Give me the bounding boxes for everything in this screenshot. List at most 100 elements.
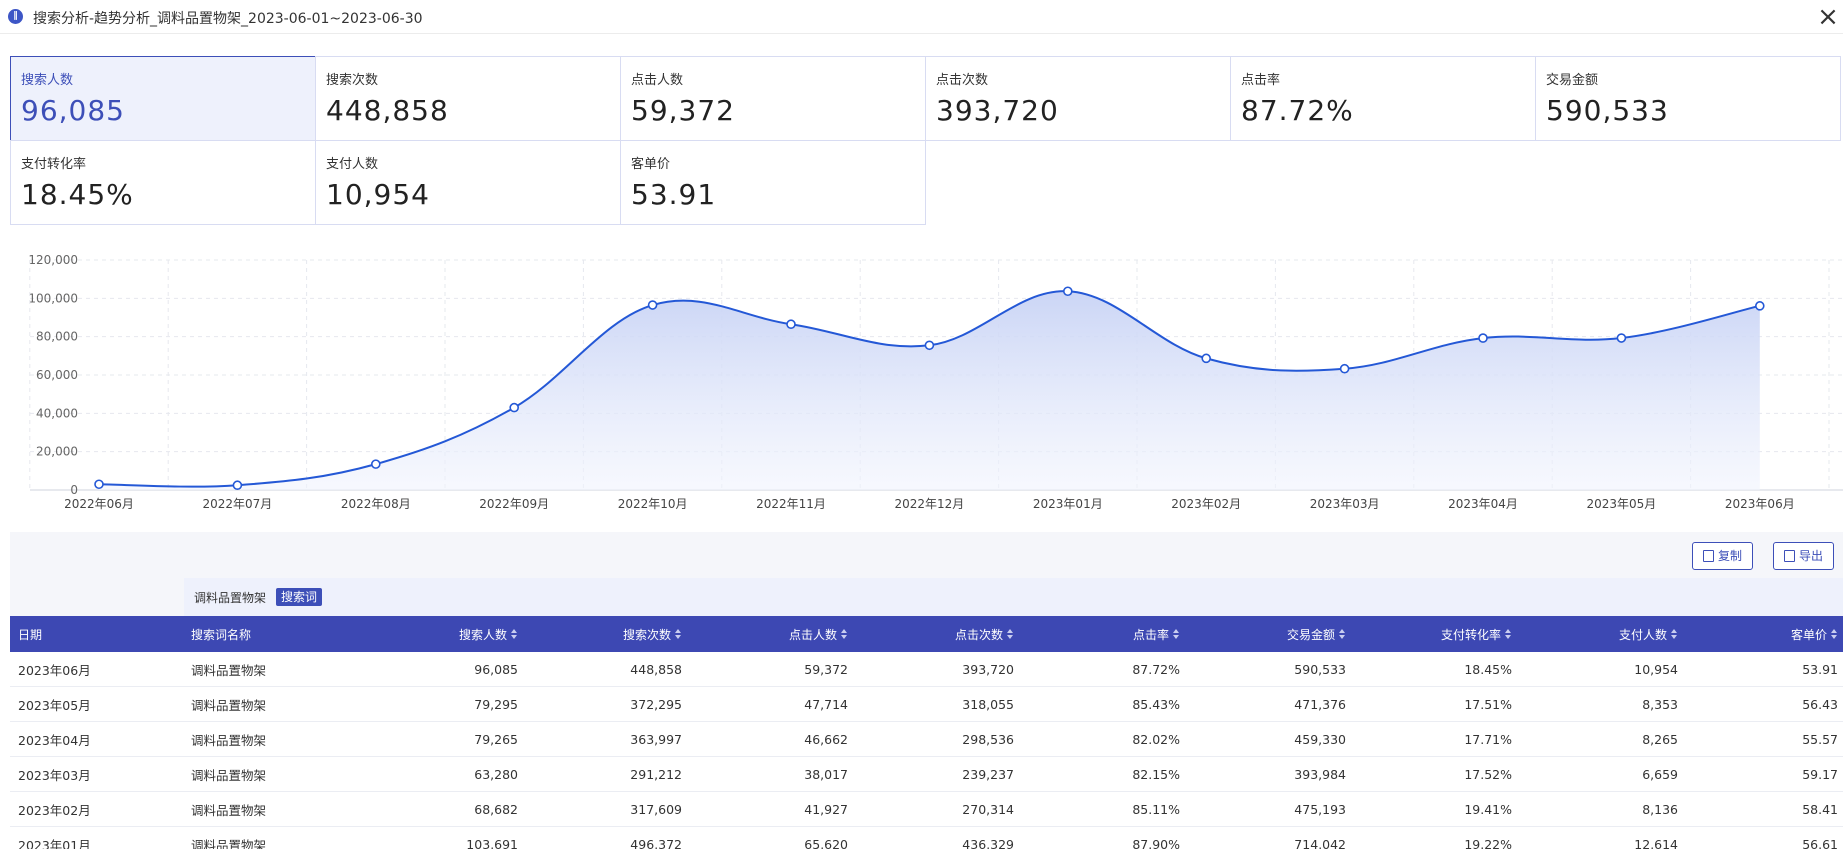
metric-card-search-users[interactable]: 搜索人数 96,085 — [10, 56, 316, 141]
table-cell: 调料品置物架 — [191, 662, 267, 678]
table-cell: 调料品置物架 — [191, 837, 267, 849]
x-tick-label: 2022年10月 — [618, 497, 688, 511]
metric-card-pay-users[interactable]: 支付人数 10,954 — [315, 140, 621, 225]
data-point[interactable] — [370, 459, 381, 469]
data-point[interactable] — [1063, 286, 1073, 297]
table-cell: 82.02% — [1132, 731, 1180, 747]
metric-value: 59,372 — [631, 94, 735, 127]
table-cell: 496,372 — [630, 836, 682, 849]
data-point[interactable] — [647, 300, 658, 310]
column-header[interactable]: 点击次数 — [848, 616, 1014, 652]
table-cell: 590,533 — [1294, 661, 1346, 677]
column-header[interactable]: 支付人数 — [1512, 616, 1678, 652]
data-point[interactable] — [509, 402, 520, 413]
column-header[interactable]: 搜索次数 — [518, 616, 682, 652]
metric-label: 支付转化率 — [21, 157, 87, 172]
close-icon[interactable]: × — [1817, 2, 1839, 32]
filter-row: 调料品置物架 搜索词 — [10, 578, 1843, 616]
table-cell: 8,136 — [1642, 801, 1678, 817]
metric-card-search-count[interactable]: 搜索次数 448,858 — [315, 56, 621, 141]
table-row: 2023年02月 调料品置物架 68,682 317,609 41,927 270,314… — [10, 792, 1843, 827]
sort-icon[interactable] — [1671, 629, 1678, 639]
x-tick-label: 2023年06月 — [1725, 497, 1795, 511]
table-cell: 298,536 — [962, 731, 1014, 747]
metric-value: 590,533 — [1546, 94, 1669, 127]
data-point[interactable] — [1755, 301, 1765, 311]
table-cell: 38,017 — [804, 766, 848, 782]
table-cell: 96,085 — [474, 661, 518, 677]
table-cell: 17.51% — [1464, 696, 1512, 712]
table-cell: 63,280 — [474, 766, 518, 782]
table-cell: 270,314 — [962, 801, 1014, 817]
table-row: 2023年05月 调料品置物架 79,295 372,295 47,714 318,055… — [10, 687, 1843, 722]
table-cell: 87.72% — [1132, 661, 1180, 677]
table-cell: 59,372 — [804, 661, 848, 677]
column-header[interactable]: 支付转化率 — [1346, 616, 1512, 652]
table-cell: 291,212 — [630, 766, 682, 782]
data-point[interactable] — [924, 340, 935, 351]
metric-card-avg-order-price[interactable]: 客单价 53.91 — [620, 140, 926, 225]
table-cell: 2023年05月 — [18, 697, 91, 713]
metric-card-trade-amount[interactable]: 交易金额 590,533 — [1535, 56, 1841, 141]
column-header[interactable]: 搜索人数 — [350, 616, 518, 652]
table-cell: 471,376 — [1294, 696, 1346, 712]
column-header: 日期 — [18, 616, 168, 652]
table-cell: 68,682 — [474, 801, 518, 817]
table-cell: 2023年06月 — [18, 662, 91, 678]
sort-icon[interactable] — [1173, 629, 1180, 639]
column-header[interactable]: 客单价 — [1678, 616, 1838, 652]
data-point[interactable] — [1478, 333, 1488, 343]
data-point[interactable] — [1616, 333, 1627, 343]
table-cell: 85.11% — [1132, 801, 1180, 817]
sort-icon[interactable] — [1505, 629, 1512, 639]
data-point[interactable] — [1339, 363, 1350, 374]
metric-card-click-users[interactable]: 点击人数 59,372 — [620, 56, 926, 141]
copy-button-label: 复制 — [1718, 549, 1743, 563]
y-tick-label: 120,000 — [28, 253, 78, 267]
data-point[interactable] — [1201, 353, 1211, 364]
copy-button[interactable]: 复制 — [1692, 542, 1754, 570]
x-tick-label: 2023年02月 — [1171, 497, 1241, 511]
column-header[interactable]: 点击人数 — [682, 616, 848, 652]
metric-card-click-count[interactable]: 点击次数 393,720 — [925, 56, 1231, 141]
sort-icon[interactable] — [675, 629, 682, 639]
table-cell: 2023年03月 — [18, 767, 91, 783]
sort-icon[interactable] — [511, 629, 518, 639]
table-cell: 55.57 — [1802, 731, 1838, 747]
x-tick-label: 2022年09月 — [479, 497, 549, 511]
metric-cards: 搜索人数 96,085 搜索次数 448,858 点击人数 59,372 点击次… — [10, 56, 1843, 226]
data-point[interactable] — [232, 480, 243, 491]
sort-icon[interactable] — [1831, 629, 1838, 639]
table-toolbar: 复制 导出 — [10, 532, 1843, 578]
data-point[interactable] — [786, 319, 796, 330]
column-header[interactable]: 交易金额 — [1180, 616, 1346, 652]
x-tick-label: 2022年12月 — [894, 497, 964, 511]
table-cell: 19.22% — [1464, 836, 1512, 849]
sort-icon[interactable] — [841, 629, 848, 639]
table-header: 日期 搜索词名称 搜索人数 搜索次数 点击人数 点击次数 点击率 交易金额 支付转化率 支付人数 客… — [10, 616, 1843, 652]
column-header-label: 点击人数 — [788, 627, 837, 642]
data-point[interactable] — [94, 479, 104, 490]
metric-value: 448,858 — [326, 94, 449, 127]
table-cell: 调料品置物架 — [191, 767, 267, 783]
metric-value: 53.91 — [631, 178, 717, 211]
x-tick-label: 2023年01月 — [1033, 497, 1103, 511]
window-title: 搜索分析-趋势分析_调料品置物架_2023-06-01~2023-06-30 — [33, 11, 423, 27]
table-cell: 475,193 — [1294, 801, 1346, 817]
column-header: 搜索词名称 — [191, 616, 341, 652]
filter-keyword: 调料品置物架 — [194, 591, 267, 605]
table-cell: 363,997 — [630, 731, 682, 747]
table-cell: 2023年01月 — [18, 837, 91, 849]
column-header[interactable]: 点击率 — [1014, 616, 1180, 652]
metric-card-pay-conversion[interactable]: 支付转化率 18.45% — [10, 140, 316, 225]
column-header-label: 搜索人数 — [458, 627, 507, 642]
table-cell: 56.43 — [1802, 696, 1838, 712]
window-titlebar: ∥ 搜索分析-趋势分析_调料品置物架_2023-06-01~2023-06-30… — [0, 0, 1843, 34]
table-cell: 8,265 — [1642, 731, 1678, 747]
y-tick-label: 40,000 — [36, 406, 78, 420]
sort-icon[interactable] — [1007, 629, 1014, 639]
export-button[interactable]: 导出 — [1773, 542, 1835, 570]
metric-card-click-rate[interactable]: 点击率 87.72% — [1230, 56, 1536, 141]
x-tick-label: 2022年11月 — [756, 497, 826, 511]
sort-icon[interactable] — [1339, 629, 1346, 639]
